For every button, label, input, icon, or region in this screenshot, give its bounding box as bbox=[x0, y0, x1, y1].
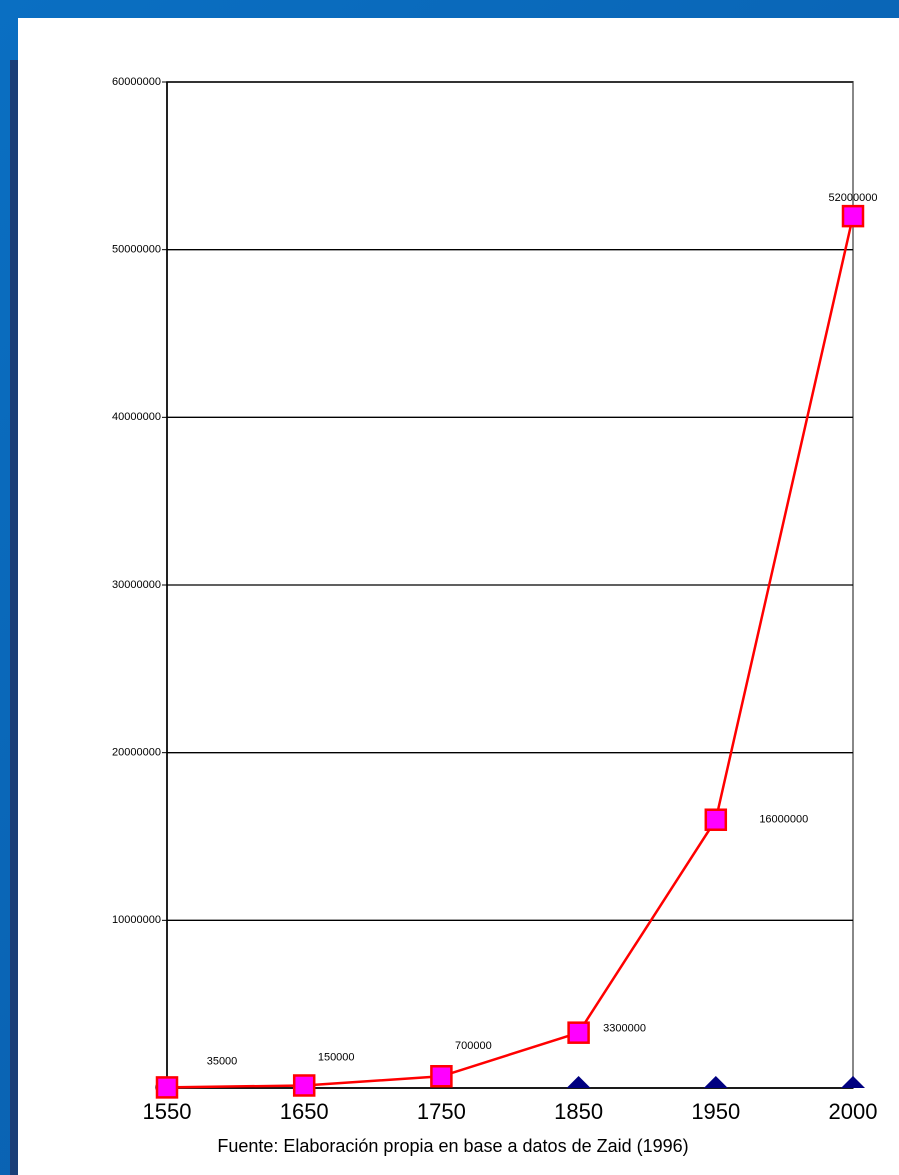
x-tick-label: 1750 bbox=[417, 1099, 466, 1124]
point-marker bbox=[292, 1074, 316, 1097]
data-label: 3300000 bbox=[603, 1023, 646, 1035]
x-tick-label: 1650 bbox=[280, 1099, 329, 1124]
data-label: 52000000 bbox=[829, 192, 878, 204]
data-label: 700000 bbox=[455, 1040, 492, 1052]
x-tick-label: 2000 bbox=[829, 1099, 878, 1124]
x-tick-label: 1850 bbox=[554, 1099, 603, 1124]
y-tick-label: 50000000 bbox=[112, 244, 161, 256]
x-tick-label: 1950 bbox=[691, 1099, 740, 1124]
point-marker bbox=[841, 204, 865, 228]
y-tick-label: 40000000 bbox=[112, 411, 161, 423]
point-marker bbox=[841, 1076, 865, 1088]
x-tick-label: 1550 bbox=[143, 1099, 192, 1124]
series-line bbox=[166, 215, 855, 1089]
data-label: 150000 bbox=[318, 1051, 355, 1063]
point-marker bbox=[430, 1065, 453, 1088]
point-marker bbox=[566, 1076, 591, 1088]
point-marker bbox=[567, 1021, 590, 1044]
y-tick-label: 10000000 bbox=[112, 914, 161, 926]
caption: Fuente: Elaboración propia en base a dat… bbox=[217, 1136, 688, 1156]
point-marker bbox=[155, 1076, 179, 1099]
y-tick-label: 60000000 bbox=[112, 76, 161, 88]
data-label: 16000000 bbox=[759, 814, 808, 826]
point-marker bbox=[703, 1076, 728, 1088]
y-tick-label: 30000000 bbox=[112, 579, 161, 591]
data-label: 35000 bbox=[207, 1055, 238, 1067]
left-strip bbox=[10, 60, 18, 1175]
y-tick-label: 20000000 bbox=[112, 747, 161, 759]
point-marker bbox=[704, 808, 728, 831]
